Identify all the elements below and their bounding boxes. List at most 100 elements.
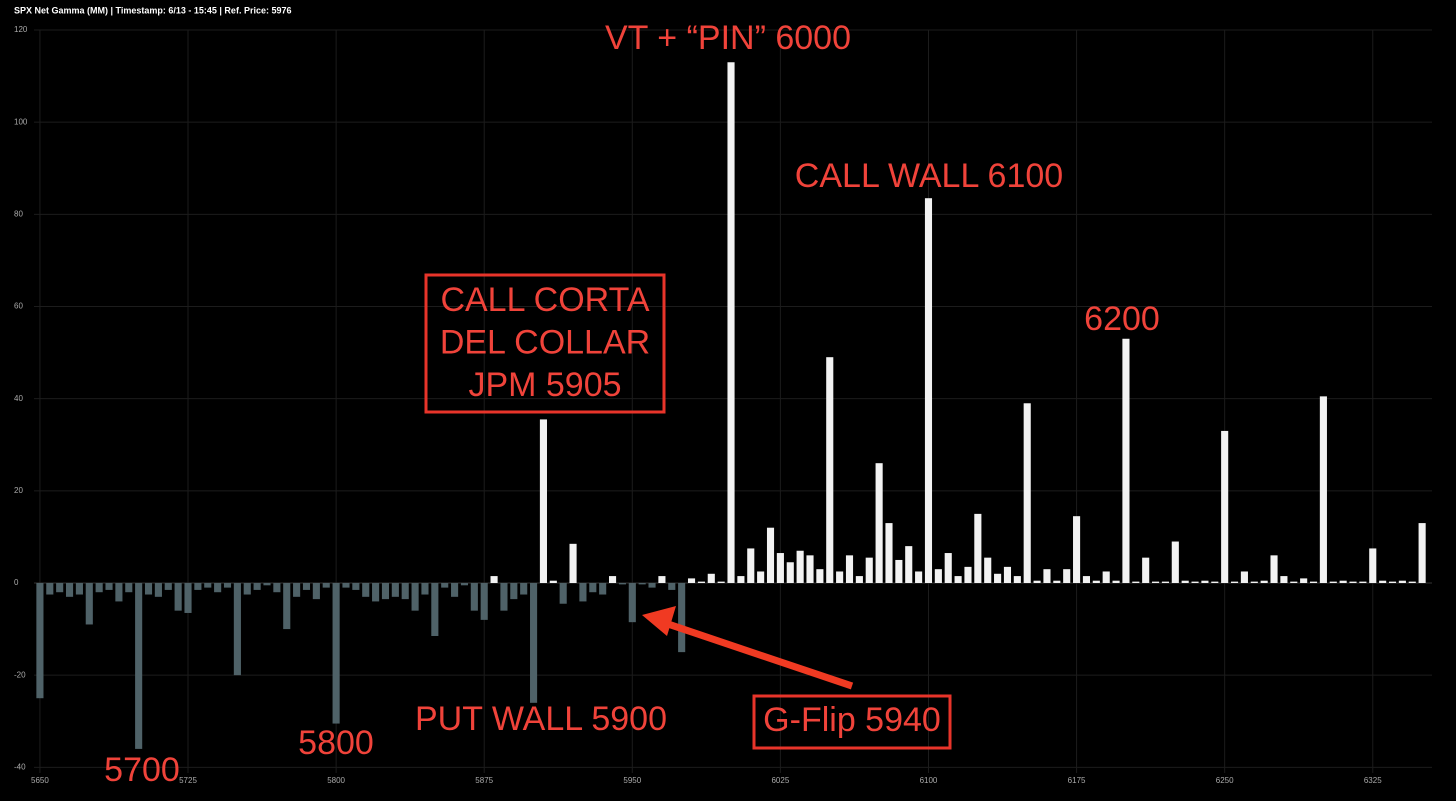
bar	[895, 559, 903, 583]
bar	[480, 583, 488, 620]
bar	[490, 576, 498, 583]
bar	[223, 583, 232, 588]
bar	[727, 62, 735, 583]
bar	[628, 583, 636, 623]
bar	[1092, 580, 1100, 583]
bar	[776, 553, 784, 583]
bar	[885, 523, 893, 583]
bar	[678, 583, 686, 653]
annotation: 5800	[298, 724, 374, 762]
bar	[1280, 576, 1288, 583]
x-tick-label: 5800	[327, 776, 345, 785]
bar	[1359, 581, 1367, 583]
bar	[214, 583, 222, 593]
x-tick-label: 5950	[623, 776, 641, 785]
bar	[283, 583, 291, 630]
annotation-box	[424, 273, 666, 414]
bar	[944, 553, 952, 583]
bar	[648, 583, 656, 588]
bar	[312, 583, 320, 600]
bar	[608, 576, 617, 583]
bar	[579, 583, 587, 602]
bar	[500, 583, 508, 611]
bar	[233, 583, 241, 676]
bar	[1300, 578, 1308, 583]
bar	[362, 583, 370, 597]
bar	[381, 583, 390, 600]
bar	[1023, 403, 1031, 583]
bar	[1033, 580, 1041, 583]
bar	[865, 557, 873, 583]
y-tick-label: 80	[14, 209, 23, 218]
annotation: VT + “PIN” 6000	[605, 19, 851, 57]
bar	[757, 571, 765, 583]
bar	[46, 583, 54, 595]
bar	[263, 583, 271, 586]
bar	[658, 576, 666, 583]
bar	[549, 580, 557, 583]
bar	[1112, 580, 1120, 583]
bar	[1132, 581, 1140, 583]
bar	[836, 571, 844, 583]
y-tick-label: -20	[14, 670, 26, 679]
bar	[1191, 581, 1199, 583]
y-tick-label: 60	[14, 302, 23, 311]
bar	[1082, 576, 1091, 583]
bar	[105, 583, 113, 590]
grid: -40 -20 0 20 40 60 80 100 120 5650 5725 5800 5875 595…	[14, 25, 1432, 785]
annotation-box	[752, 694, 952, 750]
bar	[668, 583, 676, 590]
bar	[816, 569, 824, 583]
bar	[342, 583, 350, 588]
x-tick-label: 6250	[1216, 776, 1234, 785]
bar	[599, 583, 607, 595]
bar	[806, 555, 814, 583]
bar	[56, 583, 64, 593]
chart-title: SPX Net Gamma (MM) | Timestamp: 6/13 - 1…	[14, 5, 291, 15]
bar	[135, 583, 143, 749]
annotation: PUT WALL 5900	[415, 700, 667, 738]
x-tick-label: 6100	[920, 776, 938, 785]
arrow	[642, 606, 854, 690]
bar	[1122, 338, 1130, 583]
bar	[1408, 581, 1416, 583]
bar	[194, 583, 202, 590]
bar	[589, 583, 597, 593]
x-tick-label: 5875	[475, 776, 493, 785]
bar	[302, 583, 311, 590]
bar	[1053, 580, 1061, 583]
arrow-head	[642, 606, 676, 636]
bar	[905, 546, 913, 583]
bar	[1260, 580, 1268, 583]
bar	[1102, 571, 1110, 583]
bar	[451, 583, 459, 597]
bar	[1211, 581, 1219, 583]
bar	[184, 583, 192, 613]
bar	[1309, 581, 1318, 583]
y-tick-label: 0	[14, 578, 19, 587]
x-tick-label: 6175	[1068, 776, 1086, 785]
bar	[1161, 581, 1169, 583]
y-tick-label: 120	[14, 25, 28, 34]
bar	[707, 573, 715, 583]
bar	[1201, 580, 1209, 583]
bar	[1013, 576, 1021, 583]
bar	[253, 583, 261, 590]
bar	[687, 578, 696, 583]
bar	[372, 583, 380, 602]
bar	[1250, 581, 1258, 583]
bar	[1142, 557, 1150, 583]
bar	[431, 583, 439, 636]
bar	[796, 550, 804, 583]
bar	[924, 198, 933, 583]
bar	[697, 581, 705, 583]
bar	[1339, 580, 1347, 583]
bar	[826, 357, 834, 583]
bar	[1388, 581, 1397, 583]
bar	[530, 583, 538, 703]
bar	[1329, 581, 1337, 583]
bar	[520, 583, 528, 595]
x-tick-label: 6025	[771, 776, 789, 785]
bar	[510, 583, 518, 600]
bar	[786, 562, 794, 583]
